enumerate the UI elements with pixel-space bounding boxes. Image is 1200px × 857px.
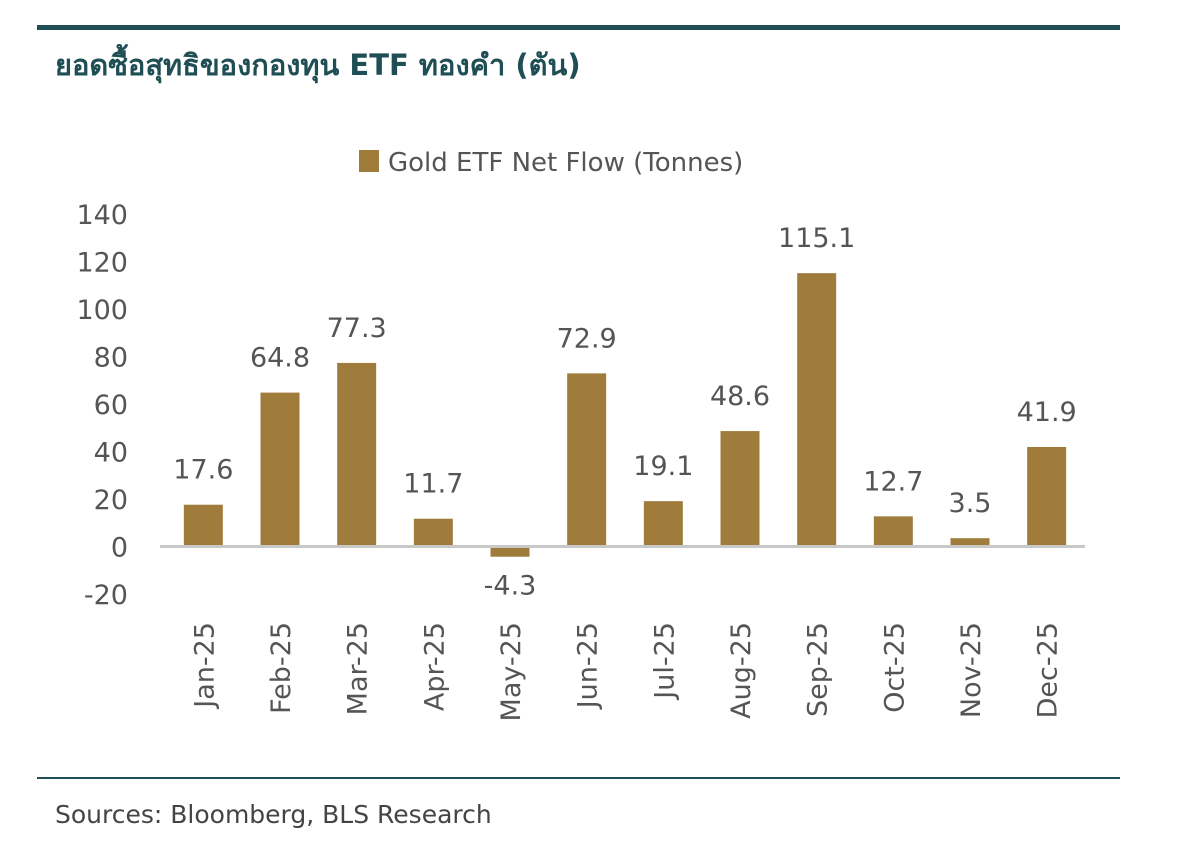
x-tick-label: May-25 <box>496 622 527 721</box>
bar <box>797 273 837 547</box>
x-tick-label: Jul-25 <box>649 622 680 701</box>
data-label: 115.1 <box>778 223 855 254</box>
top-rule <box>37 25 1120 30</box>
legend-label: Gold ETF Net Flow (Tonnes) <box>388 148 743 178</box>
data-label: 3.5 <box>949 488 992 519</box>
x-tick-label: Apr-25 <box>419 622 450 711</box>
data-label: 41.9 <box>1017 397 1077 428</box>
data-label: 77.3 <box>327 313 387 344</box>
source-note: Sources: Bloomberg, BLS Research <box>55 800 492 829</box>
bar <box>643 501 683 547</box>
data-label: 12.7 <box>863 466 923 497</box>
bar <box>337 362 377 547</box>
chart-title: ยอดซื้อสุทธิของกองทุน ETF ทองคำ (ตัน) <box>55 48 581 82</box>
x-tick-label: Oct-25 <box>879 622 910 713</box>
data-label: 19.1 <box>633 451 693 482</box>
y-tick-label: 80 <box>94 343 128 374</box>
bar <box>873 516 913 547</box>
y-tick-label: 100 <box>76 295 128 326</box>
y-tick-label: 20 <box>94 485 128 516</box>
data-label: 72.9 <box>557 323 617 354</box>
legend-swatch <box>359 150 379 172</box>
data-label: 48.6 <box>710 381 770 412</box>
data-label: 64.8 <box>250 343 310 374</box>
bottom-rule <box>37 777 1120 779</box>
data-label: 11.7 <box>403 469 463 500</box>
x-tick-label: Mar-25 <box>343 622 374 715</box>
y-tick-label: 60 <box>94 390 128 421</box>
y-tick-label: -20 <box>84 580 128 611</box>
data-label: 17.6 <box>173 455 233 486</box>
bar <box>183 504 223 547</box>
data-label: -4.3 <box>484 571 537 602</box>
bar <box>413 518 453 547</box>
x-tick-label: Aug-25 <box>726 622 757 719</box>
bar <box>490 546 530 557</box>
x-tick-label: Jan-25 <box>189 622 220 710</box>
y-tick-label: 120 <box>76 248 128 279</box>
bar <box>1027 446 1067 547</box>
bar <box>260 392 300 547</box>
y-tick-label: 140 <box>76 200 128 231</box>
x-tick-label: Dec-25 <box>1033 622 1064 718</box>
bar <box>720 431 760 547</box>
y-tick-label: 40 <box>94 438 128 469</box>
y-tick-label: 0 <box>111 533 128 564</box>
x-tick-label: Jun-25 <box>573 622 604 710</box>
x-tick-label: Feb-25 <box>266 622 297 714</box>
bar <box>567 373 607 547</box>
bar <box>950 538 990 547</box>
x-tick-label: Nov-25 <box>956 622 987 718</box>
x-tick-label: Sep-25 <box>803 622 834 717</box>
